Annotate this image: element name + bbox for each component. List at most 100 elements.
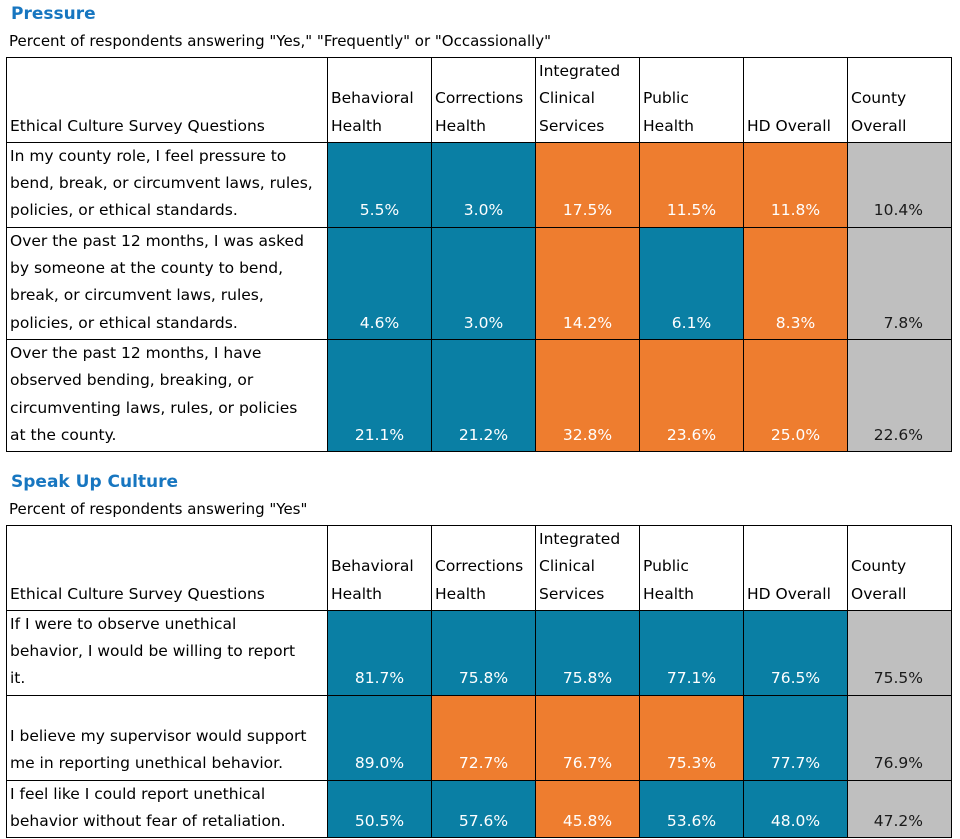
header-line: Health: [643, 584, 694, 603]
question-line: bend, break, or circumvent laws, rules,: [10, 174, 313, 193]
question-line: If I were to observe unethical: [10, 614, 237, 633]
question-cell: Over the past 12 months, I was asked by s…: [6, 226, 328, 340]
value-cell: 11.5%: [639, 141, 744, 228]
table-row: Over the past 12 months, I have observed …: [6, 338, 952, 453]
value-cell: 75.8%: [535, 609, 640, 696]
header-line: Health: [331, 116, 382, 135]
header-line: HD Overall: [747, 584, 831, 603]
header-line: Ethical Culture Survey Questions: [10, 584, 265, 603]
value-cell: 3.0%: [431, 226, 536, 340]
header-line: Ethical Culture Survey Questions: [10, 116, 265, 135]
question-line: circumventing laws, rules, or policies: [10, 398, 298, 417]
header-line: Overall: [851, 116, 907, 135]
question-line: policies, or ethical standards.: [10, 201, 238, 220]
question-line: I feel like I could report unethical: [10, 784, 266, 803]
column-header: Behavioral Health: [327, 525, 432, 611]
table-row: I believe my supervisor would support me …: [6, 694, 952, 781]
header-line: County: [851, 557, 907, 576]
question-cell: In my county role, I feel pressure to ben…: [6, 141, 328, 228]
header-line: Behavioral: [331, 557, 414, 576]
question-line: break, or circumvent laws, rules,: [10, 286, 264, 305]
table-row: In my county role, I feel pressure to ben…: [6, 141, 952, 228]
column-header: HD Overall: [743, 525, 848, 611]
value-cell: 10.4%: [847, 141, 952, 228]
header-line: Health: [331, 584, 382, 603]
value-cell: 75.3%: [639, 694, 744, 781]
question-line: I believe my supervisor would support: [10, 727, 307, 746]
question-cell: If I were to observe unethical behavior, …: [6, 609, 328, 696]
question-cell: I feel like I could report unethical beha…: [6, 779, 328, 839]
question-line: policies, or ethical standards.: [10, 313, 238, 332]
column-header: Corrections Health: [431, 57, 536, 143]
column-header: County Overall: [847, 525, 952, 611]
section-subtitle: Percent of respondents answering "Yes," …: [9, 32, 552, 50]
speak-up-table: Ethical Culture Survey Questions Behavior…: [6, 525, 952, 839]
header-line: County: [851, 89, 907, 108]
value-cell: 21.1%: [327, 338, 432, 453]
question-line: it.: [10, 669, 26, 688]
question-line: In my county role, I feel pressure to: [10, 146, 287, 165]
column-header: County Overall: [847, 57, 952, 143]
question-line: at the county.: [10, 425, 117, 444]
header-line: Clinical: [539, 557, 595, 576]
table-row: If I were to observe unethical behavior, …: [6, 609, 952, 696]
value-cell: 53.6%: [639, 779, 744, 839]
value-cell: 57.6%: [431, 779, 536, 839]
table-row: I feel like I could report unethical beha…: [6, 779, 952, 839]
header-line: Public: [643, 557, 689, 576]
question-line: Over the past 12 months, I was asked: [10, 231, 304, 250]
section-title: Pressure: [11, 4, 96, 24]
column-header: Integrated Clinical Services: [535, 525, 640, 611]
value-cell: 32.8%: [535, 338, 640, 453]
section-title: Speak Up Culture: [11, 472, 179, 492]
header-line: Services: [539, 584, 605, 603]
column-header: Behavioral Health: [327, 57, 432, 143]
value-cell: 22.6%: [847, 338, 952, 453]
column-header: Corrections Health: [431, 525, 536, 611]
value-cell: 48.0%: [743, 779, 848, 839]
column-header: HD Overall: [743, 57, 848, 143]
header-line: HD Overall: [747, 116, 831, 135]
value-cell: 75.5%: [847, 609, 952, 696]
value-cell: 8.3%: [743, 226, 848, 340]
value-cell: 14.2%: [535, 226, 640, 340]
header-row: Ethical Culture Survey Questions Behavior…: [6, 525, 952, 611]
question-line: behavior without fear of retaliation.: [10, 811, 286, 830]
header-line: Health: [435, 116, 486, 135]
value-cell: 23.6%: [639, 338, 744, 453]
header-line: Public: [643, 89, 689, 108]
value-cell: 11.8%: [743, 141, 848, 228]
header-line: Health: [435, 584, 486, 603]
question-cell: I believe my supervisor would support me …: [6, 694, 328, 781]
value-cell: 77.7%: [743, 694, 848, 781]
value-cell: 7.8%: [847, 226, 952, 340]
column-header-questions: Ethical Culture Survey Questions: [6, 57, 328, 143]
value-cell: 45.8%: [535, 779, 640, 839]
value-cell: 50.5%: [327, 779, 432, 839]
value-cell: 17.5%: [535, 141, 640, 228]
question-cell: Over the past 12 months, I have observed …: [6, 338, 328, 453]
question-line: by someone at the county to bend,: [10, 259, 284, 278]
header-line: Corrections: [435, 557, 524, 576]
column-header-questions: Ethical Culture Survey Questions: [6, 525, 328, 611]
value-cell: 3.0%: [431, 141, 536, 228]
value-cell: 47.2%: [847, 779, 952, 839]
value-cell: 89.0%: [327, 694, 432, 781]
header-line: Overall: [851, 584, 907, 603]
question-line: Over the past 12 months, I have: [10, 343, 262, 362]
column-header: Public Health: [639, 525, 744, 611]
header-line: Integrated: [539, 62, 621, 80]
question-line: observed bending, breaking, or: [10, 371, 254, 390]
header-line: Corrections: [435, 89, 524, 108]
header-line: Integrated: [539, 530, 621, 548]
header-line: Clinical: [539, 89, 595, 108]
value-cell: 25.0%: [743, 338, 848, 453]
value-cell: 76.7%: [535, 694, 640, 781]
column-header: Integrated Clinical Services: [535, 57, 640, 143]
value-cell: 76.9%: [847, 694, 952, 781]
header-line: Services: [539, 116, 605, 135]
value-cell: 21.2%: [431, 338, 536, 453]
section-subtitle: Percent of respondents answering "Yes": [9, 500, 308, 518]
value-cell: 81.7%: [327, 609, 432, 696]
value-cell: 77.1%: [639, 609, 744, 696]
